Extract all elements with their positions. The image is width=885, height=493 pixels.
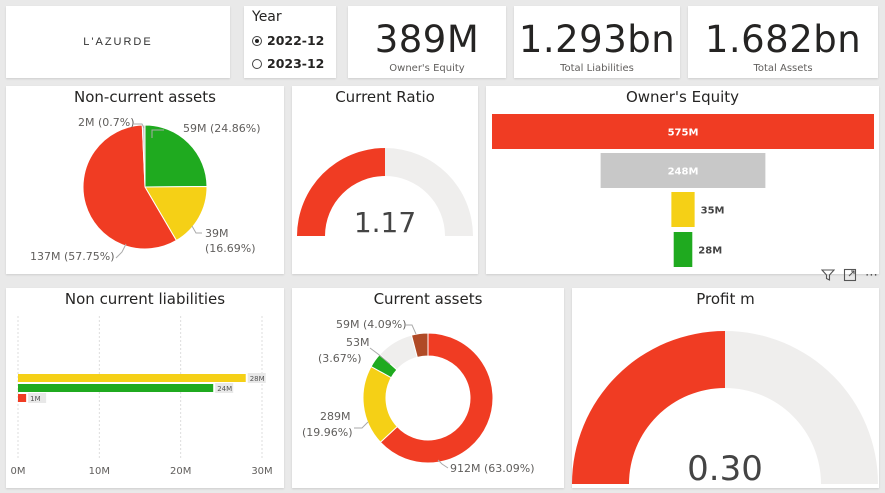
leader-line	[437, 459, 449, 469]
non-current-liabilities-bar: 0M 10M 20M 30M 28M 24M 1M	[11, 316, 273, 477]
donut-label: 912M (63.09%)	[450, 462, 535, 475]
data-label-bg	[215, 383, 234, 393]
axis-tick-label: 10M	[89, 466, 110, 477]
more-options-icon[interactable]: ⋯	[865, 268, 879, 283]
radio-selected-icon[interactable]	[252, 35, 262, 46]
funnel-bar	[673, 232, 693, 267]
leader-line	[134, 123, 145, 129]
brand-logo: L'AZURDE	[83, 36, 153, 48]
gauge-track	[385, 148, 473, 236]
leader-line	[406, 324, 417, 335]
visual-title: Non current liabilities	[64, 290, 226, 308]
pie-label: 137M (57.75%)	[30, 250, 115, 263]
non-current-assets-visual[interactable]: Non-current assets 59M (24.86%) 39M (16.69…	[6, 86, 284, 274]
gauge-value: 1.17	[354, 206, 416, 239]
donut-slice	[379, 332, 494, 464]
axis-tick-label: 30M	[251, 466, 272, 477]
funnel-bar	[671, 192, 695, 227]
leader-line	[151, 129, 164, 138]
pie-slice	[144, 185, 208, 242]
data-label-bg	[247, 373, 266, 383]
donut-label: 59M (4.09%)	[336, 318, 407, 331]
profit-margin-visual[interactable]: Profit m 0.30	[572, 288, 879, 488]
pie-label: 59M (24.86%)	[183, 122, 261, 135]
leader-line	[369, 347, 391, 365]
gauge-fill	[297, 148, 385, 236]
kpi-label: Owner's Equity	[389, 63, 465, 74]
slicer-option-2023[interactable]: 2023-12	[252, 56, 324, 71]
pie-label: 2M (0.7%)	[78, 116, 135, 129]
donut-label: (19.96%)	[302, 426, 353, 439]
donut-slice	[362, 365, 398, 443]
kpi-value: 1.293bn	[518, 18, 676, 61]
pie-label: 39M	[205, 227, 229, 240]
filter-icon[interactable]	[820, 268, 836, 286]
data-label: 28M	[250, 375, 265, 383]
kpi-value: 389M	[374, 18, 480, 61]
gauge-track	[725, 331, 878, 484]
donut-label: (3.67%)	[318, 352, 362, 365]
current-assets-donut: 59M (4.09%) 53M (3.67%) 289M (19.96%) 912M (6…	[302, 318, 535, 475]
funnel-label: 28M	[698, 246, 722, 257]
visual-title: Current Ratio	[335, 88, 435, 106]
kpi-label: Total Liabilities	[560, 63, 634, 74]
focus-mode-icon[interactable]	[843, 268, 857, 286]
donut-label: 289M	[320, 410, 351, 423]
visual-title: Current assets	[373, 290, 483, 308]
pie-slice	[144, 124, 208, 188]
funnel-label: 35M	[701, 206, 725, 217]
visual-header-icons: ⋯	[820, 268, 879, 286]
current-assets-visual[interactable]: Current assets 59M (4.09%) 53M (3.67%) 289M…	[292, 288, 564, 488]
data-label: 24M	[217, 385, 232, 393]
donut-slice	[410, 332, 429, 358]
gauge-fill	[572, 331, 725, 484]
pie-label: (16.69%)	[205, 242, 256, 255]
kpi-total-assets: 1.682bn Total Assets	[688, 6, 878, 78]
bar	[18, 394, 27, 402]
non-current-assets-pie: 59M (24.86%) 39M (16.69%) 137M (57.75%) 2M (…	[30, 116, 261, 263]
donut-label: 53M	[346, 336, 370, 349]
data-label-bg	[28, 393, 47, 403]
visual-title: Non-current assets	[74, 88, 216, 106]
leader-line	[354, 421, 369, 429]
funnel-bar	[600, 153, 766, 188]
bar	[18, 384, 214, 392]
funnel-label: 248M	[668, 167, 699, 178]
funnel-label: 575M	[668, 128, 699, 139]
visual-title: Owner's Equity	[625, 88, 740, 106]
current-ratio-visual[interactable]: Current Ratio 1.17	[292, 86, 478, 274]
kpi-owners-equity: 389M Owner's Equity	[348, 6, 506, 78]
slicer-option-label: 2022-12	[267, 33, 325, 48]
kpi-value: 1.682bn	[704, 18, 862, 61]
current-ratio-gauge: 1.17	[297, 148, 473, 239]
kpi-total-liabilities: 1.293bn Total Liabilities	[514, 6, 680, 78]
axis-tick-label: 0M	[11, 466, 26, 477]
slicer-title: Year	[252, 9, 282, 25]
leader-line	[191, 225, 202, 234]
visual-title: Profit m	[696, 290, 755, 308]
owners-equity-visual[interactable]: Owner's Equity 575M 248M 35M 28M	[486, 86, 879, 274]
axis-tick-label: 20M	[170, 466, 191, 477]
non-current-liabilities-visual[interactable]: Non current liabilities 0M 10M 20M 30M 28M 24…	[6, 288, 284, 488]
bar	[18, 374, 246, 382]
slicer-option-2022[interactable]: 2022-12	[252, 33, 324, 48]
slicer-option-label: 2023-12	[267, 56, 325, 71]
pie-slice	[82, 124, 178, 250]
kpi-label: Total Assets	[753, 63, 813, 74]
radio-unselected-icon[interactable]	[252, 58, 262, 69]
leader-line	[115, 243, 127, 259]
year-slicer: Year 2022-12 2023-12	[244, 6, 336, 78]
logo-card: L'AZURDE	[6, 6, 230, 78]
funnel-bar	[492, 114, 874, 149]
owners-equity-funnel: 575M 248M 35M 28M	[492, 114, 874, 267]
profit-margin-gauge: 0.30	[572, 331, 878, 488]
data-label: 1M	[30, 395, 40, 403]
gauge-value: 0.30	[687, 449, 763, 488]
